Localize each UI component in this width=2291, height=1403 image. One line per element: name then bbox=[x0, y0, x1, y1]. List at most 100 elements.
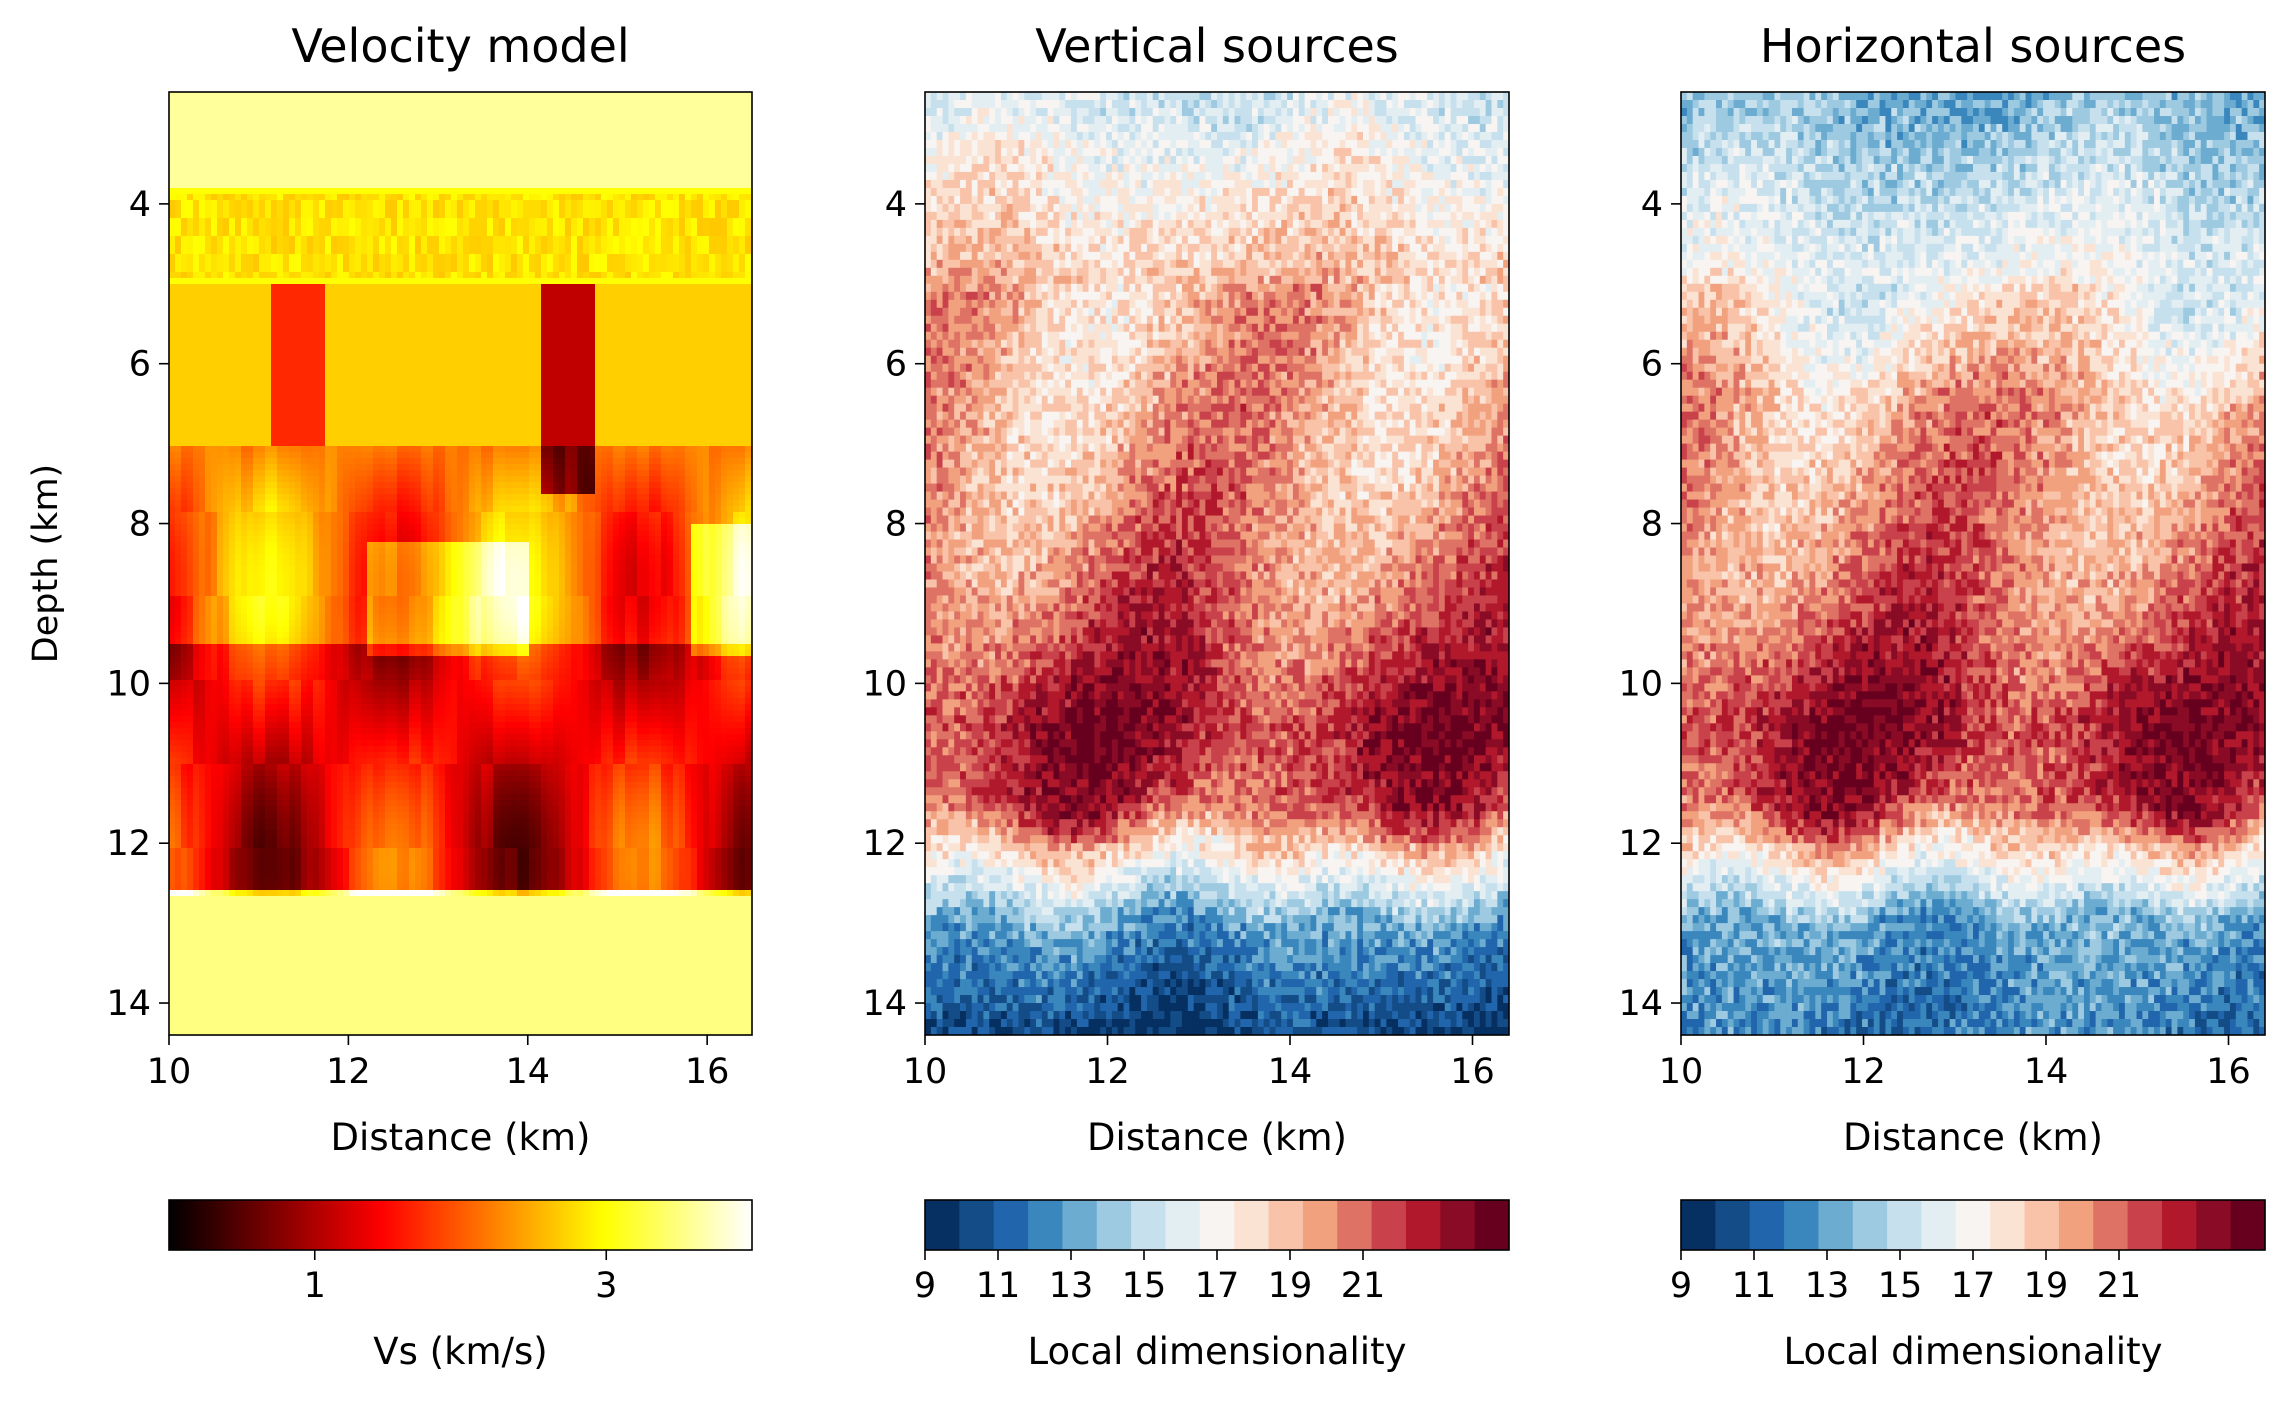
colorbar-segment bbox=[684, 1200, 689, 1250]
colorbar-segment bbox=[1131, 1200, 1167, 1250]
colorbar-segment bbox=[1474, 1200, 1510, 1250]
colorbar-segment bbox=[501, 1200, 505, 1250]
x-tick-label: 10 bbox=[147, 1052, 192, 1092]
colorbar-segment bbox=[349, 1200, 354, 1250]
colorbar-segment bbox=[297, 1200, 301, 1250]
colorbar-segment bbox=[527, 1200, 532, 1250]
colorbar: 1 3 Vs (km/s) bbox=[168, 1199, 753, 1373]
colorbar-segment bbox=[746, 1200, 750, 1250]
heatmap-image bbox=[925, 92, 1509, 1035]
colorbar-segment bbox=[268, 1200, 272, 1250]
colorbar-tick-label: 1 bbox=[304, 1266, 326, 1306]
colorbar-segment bbox=[399, 1200, 403, 1250]
colorbar-segment bbox=[338, 1200, 342, 1250]
colorbar-segment bbox=[186, 1200, 191, 1250]
y-tick-label: 12 bbox=[106, 824, 151, 864]
colorbar-segment bbox=[317, 1200, 322, 1250]
colorbar-segment bbox=[174, 1200, 179, 1250]
colorbar-segment bbox=[387, 1200, 392, 1250]
colorbar-segment bbox=[311, 1200, 316, 1250]
colorbar-segment bbox=[1990, 1200, 2026, 1250]
colorbar-segment bbox=[329, 1200, 333, 1250]
colorbar-segment bbox=[536, 1200, 540, 1250]
colorbar-segment bbox=[276, 1200, 281, 1250]
colorbar-segment bbox=[687, 1200, 692, 1250]
colorbar-segment bbox=[612, 1200, 616, 1250]
x-tick-label: 14 bbox=[1268, 1052, 1313, 1092]
colorbar-tick-label: 15 bbox=[1122, 1266, 1167, 1306]
colorbar-segment bbox=[475, 1200, 479, 1250]
colorbar-segment bbox=[649, 1200, 654, 1250]
colorbar-segment bbox=[617, 1200, 622, 1250]
colorbar-segment bbox=[743, 1200, 747, 1250]
y-tick-label: 6 bbox=[129, 345, 151, 385]
colorbar-segment bbox=[396, 1200, 400, 1250]
colorbar-segment bbox=[230, 1200, 234, 1250]
colorbar-segment bbox=[1715, 1200, 1751, 1250]
colorbar-segment bbox=[562, 1200, 567, 1250]
colorbar-segment bbox=[553, 1200, 558, 1250]
colorbar-segment bbox=[699, 1200, 704, 1250]
plot-frame bbox=[1680, 91, 2266, 1036]
colorbar-segment bbox=[361, 1200, 365, 1250]
colorbar-segment bbox=[169, 1200, 173, 1250]
colorbar-segment bbox=[504, 1200, 508, 1250]
colorbar-segment bbox=[384, 1200, 389, 1250]
colorbar-segment bbox=[437, 1200, 441, 1250]
colorbar-segment bbox=[580, 1200, 584, 1250]
colorbar-segment bbox=[306, 1200, 310, 1250]
colorbar-segment bbox=[440, 1200, 444, 1250]
colorbar-segment bbox=[340, 1200, 345, 1250]
colorbar-segment bbox=[303, 1200, 307, 1250]
y-tick-label: 8 bbox=[129, 505, 151, 545]
colorbar-segment bbox=[419, 1200, 424, 1250]
colorbar-segment bbox=[725, 1200, 730, 1250]
colorbar-segment bbox=[550, 1200, 555, 1250]
colorbar-segment bbox=[708, 1200, 712, 1250]
colorbar-segment bbox=[585, 1200, 590, 1250]
colorbar-segment bbox=[428, 1200, 432, 1250]
colorbar-segment bbox=[206, 1200, 211, 1250]
colorbar-segment bbox=[629, 1200, 634, 1250]
colorbar-segment bbox=[443, 1200, 447, 1250]
colorbar-segment bbox=[413, 1200, 418, 1250]
colorbar-tick-label: 15 bbox=[1878, 1266, 1923, 1306]
colorbar-segment bbox=[676, 1200, 680, 1250]
colorbar: 9 11 13 15 17 19 21 Local dimensionality bbox=[914, 1199, 1510, 1373]
panel-title: Vertical sources bbox=[1035, 19, 1399, 73]
x-tick-label: 16 bbox=[1450, 1052, 1495, 1092]
colorbar-segment bbox=[332, 1200, 336, 1250]
colorbar-segment bbox=[282, 1200, 287, 1250]
colorbar-segment bbox=[717, 1200, 721, 1250]
colorbar-segment bbox=[632, 1200, 636, 1250]
colorbar-segment bbox=[719, 1200, 724, 1250]
colorbar-segment bbox=[547, 1200, 552, 1250]
colorbar-segment bbox=[1062, 1200, 1098, 1250]
colorbar-segment bbox=[510, 1200, 514, 1250]
colorbar-segment bbox=[262, 1200, 266, 1250]
colorbar-segment bbox=[171, 1200, 176, 1250]
colorbar-segment bbox=[1852, 1200, 1888, 1250]
colorbar-segment bbox=[512, 1200, 517, 1250]
colorbar-segment bbox=[492, 1200, 497, 1250]
colorbar-segment bbox=[477, 1200, 482, 1250]
colorbar-segment bbox=[1784, 1200, 1820, 1250]
colorbar-segment bbox=[285, 1200, 290, 1250]
colorbar-segment bbox=[518, 1200, 523, 1250]
colorbar-segment bbox=[1955, 1200, 1991, 1250]
colorbar-segment bbox=[373, 1200, 377, 1250]
colorbar-segment bbox=[183, 1200, 188, 1250]
colorbar-segment bbox=[370, 1200, 374, 1250]
colorbar-segment bbox=[667, 1200, 671, 1250]
colorbar-segment bbox=[352, 1200, 357, 1250]
colorbar-segment bbox=[224, 1200, 228, 1250]
colorbar-segment bbox=[209, 1200, 214, 1250]
colorbar-segment bbox=[1681, 1200, 1716, 1250]
colorbar-segment bbox=[655, 1200, 660, 1250]
y-tick-label: 12 bbox=[862, 824, 907, 864]
colorbar-segment bbox=[1028, 1200, 1064, 1250]
colorbar-segment bbox=[571, 1200, 575, 1250]
colorbar-tick-label: 19 bbox=[1268, 1266, 1313, 1306]
colorbar-tick-label: 21 bbox=[2097, 1266, 2142, 1306]
colorbar-segment bbox=[291, 1200, 295, 1250]
